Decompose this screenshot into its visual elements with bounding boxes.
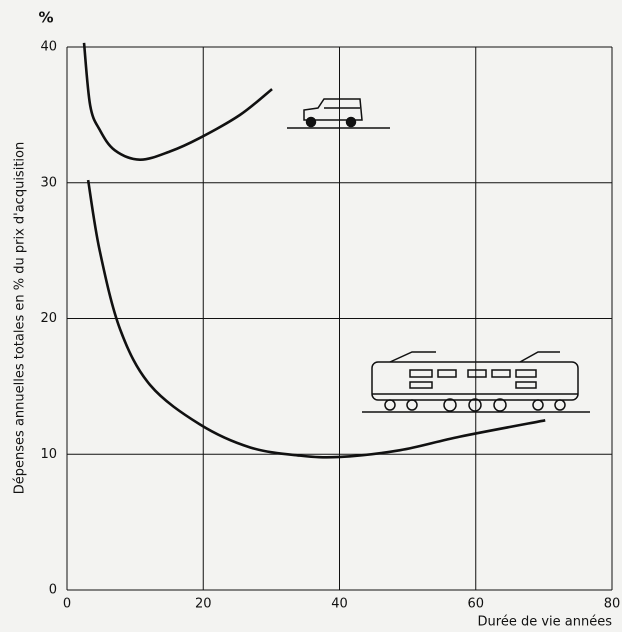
x-tick-label: 20 xyxy=(195,597,212,612)
y-tick-label: 30 xyxy=(40,175,57,190)
x-tick-label: 60 xyxy=(467,597,484,612)
page: {"chart_data": {"type": "line", "y_unit"… xyxy=(0,0,622,632)
y-tick-label: 40 xyxy=(40,40,57,55)
car-icon xyxy=(287,99,390,128)
y-unit: % xyxy=(38,9,53,27)
y-tick-label: 0 xyxy=(49,583,57,598)
x-axis-label: Durée de vie années xyxy=(478,615,613,630)
line-series xyxy=(84,43,272,160)
chart: % Dépenses annuelles totales en % du pri… xyxy=(0,0,622,632)
y-axis-label: Dépenses annuelles totales en % du prix … xyxy=(13,142,28,494)
y-tick-label: 20 xyxy=(40,311,57,326)
x-tick-label: 80 xyxy=(604,597,621,612)
x-tick-label: 0 xyxy=(63,597,71,612)
x-tick-label: 40 xyxy=(331,597,348,612)
y-tick-label: 10 xyxy=(40,447,57,462)
